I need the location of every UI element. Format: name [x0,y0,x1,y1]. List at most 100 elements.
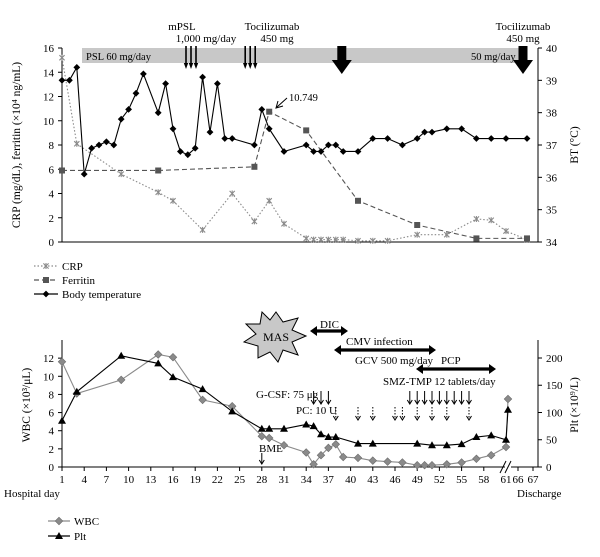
top-left-tick-label: 14 [43,67,55,79]
tocilizumab-label-2: Tocilizumab [496,21,551,33]
top-left-tick-label: 2 [49,213,55,225]
pc-arrow [430,407,435,420]
x-tick-label: 10 [123,474,135,486]
crp-point [326,237,331,243]
bottom-right-axis-label: Plt (×10⁹/L) [569,377,581,433]
top-right-tick-label: 35 [546,205,558,217]
bottom-right-tick-label: 100 [546,407,563,419]
plt-point [199,385,207,392]
wbc-point [504,395,512,403]
x-tick-label: 1 [59,474,65,486]
pc-arrow [415,407,420,420]
bt-point [66,77,73,84]
x-tick-label: 7 [104,474,110,486]
smz-arrow [422,391,427,404]
crp-point [415,232,420,238]
x-tick-label: 40 [345,474,357,486]
bt-point [503,135,510,142]
bt-point [177,148,184,155]
x-tick-label: 28 [256,474,268,486]
x-tick-label: 31 [279,474,290,486]
ferritin-peak-annotation: 10.749 [289,93,318,104]
wbc-point [199,396,207,404]
top-left-tick-label: 6 [49,164,55,176]
wbc-point [169,353,177,361]
wbc-point [58,358,66,366]
bt-point [473,135,480,142]
dic-label: DIC [320,319,339,331]
wbc-point [332,441,340,449]
top-right-tick-label: 40 [546,43,558,55]
top-left-tick-label: 10 [43,116,55,128]
bt-point [399,142,406,149]
x-tick-label: 16 [168,474,180,486]
bt-point [59,77,66,84]
bottom-right-tick-label: 150 [546,380,563,392]
pc-arrow [400,407,405,420]
crp-point [59,55,64,61]
ferritin-line [62,112,527,239]
bt-point [81,171,88,178]
crp-point [267,198,272,204]
gcsf-arrow [326,391,331,404]
plt-point [117,352,125,359]
bottom-legend: WBC Plt [48,516,99,543]
crp-point [318,237,323,243]
smz-arrow [437,391,442,404]
ferritin-peak-arrow [276,98,287,108]
bt-point [88,145,95,152]
top-right-axis-label: BT (°C) [569,126,581,163]
smz-label: SMZ-TMP 12 tablets/day [383,376,496,388]
x-tick-label: 58 [478,474,490,486]
tocilizumab-label-1: Tocilizumab [245,21,300,33]
pcp-label: PCP [441,355,461,367]
bt-point [170,125,177,132]
bottom-right-tick-label: 200 [546,353,563,365]
bottom-left-tick-label: 6 [49,408,55,420]
psl-end-label: 50 mg/day [471,52,516,63]
bt-point [110,142,117,149]
crp-point [444,232,449,238]
wbc-point [265,434,273,442]
legend-plt: Plt [48,531,86,543]
ferritin-point [59,168,65,174]
plt-point [302,421,310,428]
psl-start-label: PSL 60 mg/day [86,52,152,63]
mpsl-dose-label: 1,000 mg/day [176,33,237,45]
mpsl-label: mPSL [168,21,196,33]
wbc-point [502,443,510,451]
crp-point [252,218,257,224]
legend-wbc-label: WBC [74,516,99,528]
wbc-point [154,351,162,359]
ferritin-point [251,164,257,170]
x-tick-label: 22 [212,474,223,486]
x-tick-label: 46 [390,474,402,486]
bottom-right-tick-label: 0 [546,462,552,474]
top-left-tick-label: 16 [43,43,55,55]
bt-point [155,109,162,116]
x-tick-label: 19 [190,474,202,486]
bt-line [62,67,527,174]
plt-point [458,440,466,447]
legend-wbc: WBC [48,516,99,528]
wbc-line [62,355,508,466]
x-tick-label: 34 [301,474,313,486]
bottom-left-tick-label: 4 [49,426,55,438]
wbc-point [302,449,310,457]
bt-point [443,125,450,132]
bt-point [229,135,236,142]
ferritin-point [266,109,272,115]
wbc-point [399,459,407,467]
bt-point [207,129,214,136]
crp-point [311,237,316,243]
top-panel: PSL 60 mg/day 50 mg/day mPSL 1,000 mg/da… [11,21,581,249]
x-tick-label: 4 [81,474,87,486]
top-right-tick-label: 34 [546,237,558,249]
bottom-left-tick-label: 8 [49,389,55,401]
ferritin-point [355,198,361,204]
smz-arrow [467,391,472,404]
tocilizumab-dose-1: 450 mg [260,33,294,45]
gcsf-label: G-CSF: 75 μg [256,389,319,401]
top-right-tick-label: 39 [546,75,558,87]
bottom-left-tick-label: 10 [43,371,55,383]
